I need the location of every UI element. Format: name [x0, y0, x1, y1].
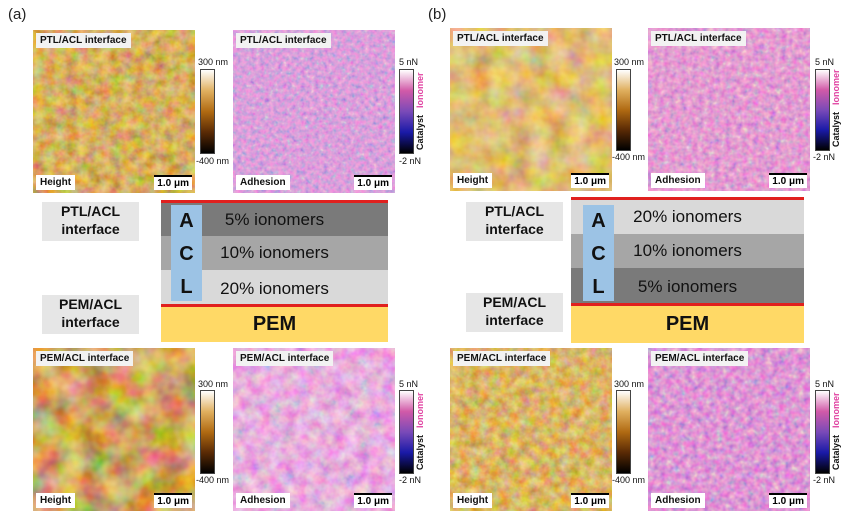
colorbar-min: -2 nN [399, 156, 422, 166]
colorbar-max: 300 nm [614, 57, 645, 67]
colorbar-min: -400 nm [612, 152, 646, 162]
colorbar-max: 5 nN [399, 57, 419, 67]
mode-label: Height [36, 493, 76, 508]
pem-interface-line [571, 303, 804, 306]
colorbar-max: 300 nm [198, 379, 229, 389]
afm-height-image-b-bottom: PEM/ACL interface Height 1.0 μm [450, 348, 612, 511]
pem-acl-interface-label: PEM/ACL interface [466, 293, 563, 332]
afm-adhesion-image-b-bottom: PEM/ACL interface Adhesion 1.0 μm [648, 348, 810, 511]
colorbar-max: 5 nN [815, 57, 835, 67]
afm-adhesion-image-a-bottom: PEM/ACL interface Adhesion 1.0 μm [233, 348, 395, 511]
image-tag: PTL/ACL interface [453, 31, 548, 46]
image-tag: PTL/ACL interface [651, 31, 746, 46]
ionomer-label: Ionomer [831, 392, 841, 428]
image-tag: PEM/ACL interface [36, 351, 134, 366]
image-tag: PEM/ACL interface [236, 351, 334, 366]
panel-letter-a: (a) [8, 6, 27, 23]
pem-interface-line [161, 304, 388, 307]
mode-label: Height [453, 493, 493, 508]
scale-bar: 1.0 μm [769, 173, 807, 188]
mode-label: Height [453, 173, 493, 188]
colorbar-min: -400 nm [196, 156, 230, 166]
scale-bar: 1.0 μm [571, 493, 609, 508]
adhesion-colorbar [815, 69, 830, 151]
catalyst-label: Catalyst [831, 434, 841, 470]
afm-adhesion-image-b-top: PTL/ACL interface Adhesion 1.0 μm [648, 28, 810, 191]
catalyst-label: Catalyst [415, 114, 425, 150]
afm-height-image-a-top: PTL/ACL interface Height 1.0 μm [33, 30, 195, 193]
scale-bar: 1.0 μm [769, 493, 807, 508]
mode-label: Adhesion [236, 493, 290, 508]
height-colorbar [616, 69, 631, 151]
colorbar-min: -2 nN [813, 152, 836, 162]
mode-label: Adhesion [651, 173, 705, 188]
afm-height-image-a-bottom: PEM/ACL interface Height 1.0 μm [33, 348, 195, 511]
colorbar-max: 5 nN [815, 379, 835, 389]
image-tag: PEM/ACL interface [453, 351, 551, 366]
image-tag: PEM/ACL interface [651, 351, 749, 366]
catalyst-label: Catalyst [831, 111, 841, 147]
colorbar-max: 300 nm [614, 379, 645, 389]
image-tag: PTL/ACL interface [36, 33, 131, 48]
colorbar-max: 300 nm [198, 57, 229, 67]
colorbar-min: -400 nm [196, 475, 230, 485]
ptl-acl-interface-label: PTL/ACL interface [466, 202, 563, 241]
colorbar-min: -2 nN [813, 475, 836, 485]
adhesion-colorbar [399, 390, 414, 474]
mode-label: Height [36, 175, 76, 190]
adhesion-colorbar [399, 69, 414, 154]
adhesion-colorbar [815, 390, 830, 474]
catalyst-label: Catalyst [415, 434, 425, 470]
ptl-acl-interface-label: PTL/ACL interface [42, 202, 139, 241]
mode-label: Adhesion [236, 175, 290, 190]
height-colorbar [200, 390, 215, 474]
height-colorbar [200, 69, 215, 154]
ionomer-label: Ionomer [831, 69, 841, 105]
panel-letter-b: (b) [428, 6, 447, 23]
colorbar-max: 5 nN [399, 379, 419, 389]
scale-bar: 1.0 μm [571, 173, 609, 188]
colorbar-min: -2 nN [399, 475, 422, 485]
ptl-interface-line [571, 197, 804, 200]
mode-label: Adhesion [651, 493, 705, 508]
scale-bar: 1.0 μm [354, 175, 392, 190]
scale-bar: 1.0 μm [154, 493, 192, 508]
colorbar-min: -400 nm [612, 475, 646, 485]
afm-adhesion-image-a-top: PTL/ACL interface Adhesion 1.0 μm [233, 30, 395, 193]
ionomer-label: Ionomer [415, 392, 425, 428]
height-colorbar [616, 390, 631, 474]
afm-height-image-b-top: PTL/ACL interface Height 1.0 μm [450, 28, 612, 191]
scale-bar: 1.0 μm [354, 493, 392, 508]
image-tag: PTL/ACL interface [236, 33, 331, 48]
ionomer-label: Ionomer [415, 72, 425, 108]
pem-layer: PEM [571, 306, 804, 343]
pem-acl-interface-label: PEM/ACL interface [42, 295, 139, 334]
pem-layer: PEM [161, 307, 388, 342]
ptl-interface-line [161, 200, 388, 203]
scale-bar: 1.0 μm [154, 175, 192, 190]
